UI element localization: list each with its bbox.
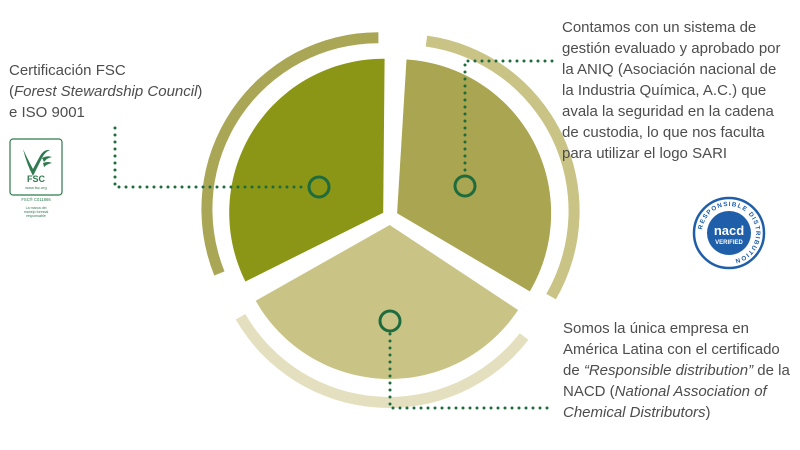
ring-arc-aniq	[425, 35, 580, 300]
svg-text:FSC® C011866: FSC® C011866	[21, 197, 51, 202]
marker-rd	[378, 309, 402, 333]
connector-fsc	[113, 126, 308, 189]
segment-rd	[255, 225, 519, 379]
callout-fsc-line2: (Forest Stewardship Council)	[9, 83, 203, 100]
svg-text:nacd: nacd	[714, 223, 744, 238]
connector-rd	[388, 332, 555, 410]
ring-arc-rd	[235, 314, 529, 408]
svg-text:manejo forestal: manejo forestal	[24, 210, 49, 214]
svg-text:FSC: FSC	[27, 174, 46, 184]
svg-text:La marca del: La marca del	[26, 206, 47, 210]
svg-text:www.fsc.org: www.fsc.org	[25, 185, 47, 190]
tree-icon	[23, 149, 50, 176]
callout-fsc-line1: Certificación FSC	[9, 62, 126, 79]
callout-responsible-distribution: Somos la única empresa en América Latina…	[563, 320, 790, 421]
callout-aniq: Contamos con un sistema de gestión evalu…	[562, 19, 781, 162]
ring-arc-fsc	[201, 32, 379, 276]
svg-text:VERIFIED: VERIFIED	[715, 240, 743, 246]
marker-aniq	[453, 174, 477, 198]
callout-fsc-line3: e ISO 9001	[9, 104, 85, 121]
callout-fsc: Certificación FSC (Forest Stewardship Co…	[9, 60, 229, 123]
nacd-verified-logo: RESPONSIBLE DISTRIBUTION nacd VERIFIED	[692, 196, 766, 270]
marker-fsc	[307, 175, 331, 199]
fsc-logo: FSC www.fsc.org FSC® C011866 La marca de…	[9, 138, 63, 218]
segment-aniq	[397, 59, 552, 292]
segment-fsc	[229, 58, 385, 282]
connector-aniq	[463, 59, 554, 176]
svg-text:responsable: responsable	[26, 214, 46, 218]
